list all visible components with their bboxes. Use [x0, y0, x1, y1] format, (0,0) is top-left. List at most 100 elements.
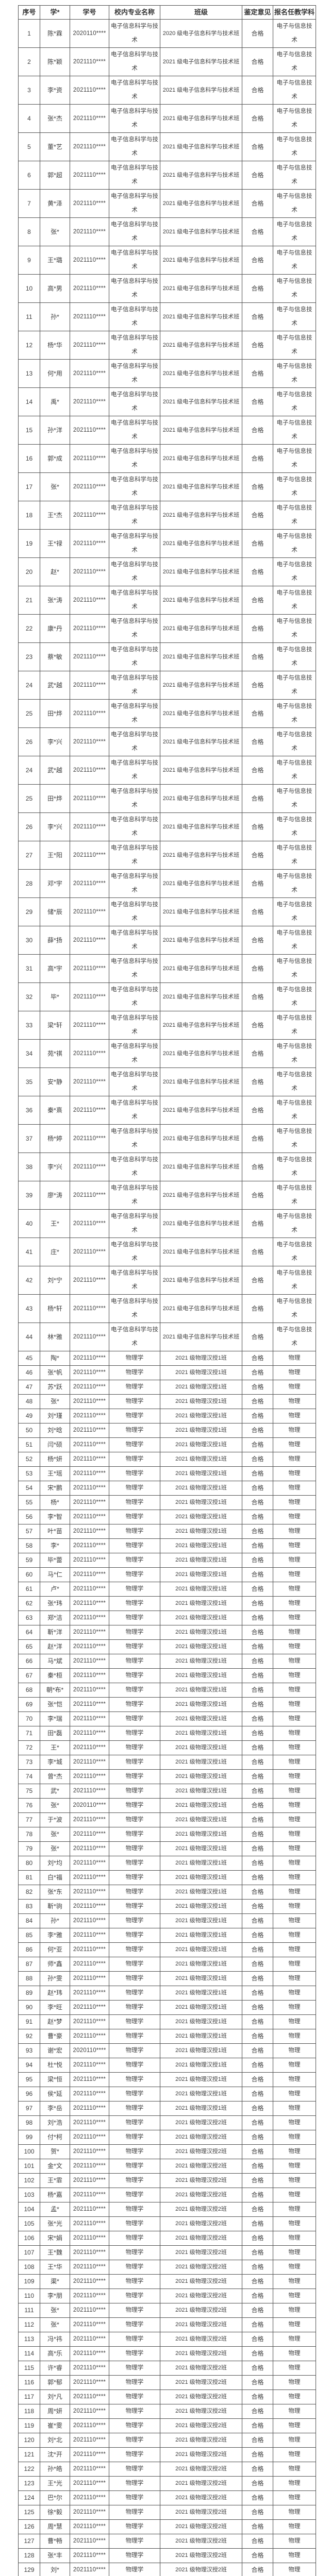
- cell-class: 2021 级物理汉授1班: [160, 1553, 242, 1568]
- cell-major: 电子信息科学与技术: [109, 1181, 160, 1210]
- cell-subject: 物理: [273, 1611, 316, 1625]
- cell-subject: 物理: [273, 1683, 316, 1698]
- cell-name: 刘*: [40, 2563, 70, 2576]
- cell-major: 电子信息科学与技术: [109, 1096, 160, 1125]
- cell-index: 66: [18, 1654, 40, 1669]
- cell-name: 李*兴: [40, 727, 70, 756]
- cell-subject: 物理: [273, 1697, 316, 1712]
- cell-major: 物理学: [109, 1957, 160, 1972]
- cell-student-id: 2021110****: [70, 1510, 109, 1524]
- cell-subject: 物理: [273, 1596, 316, 1611]
- cell-subject: 物理: [273, 1510, 316, 1524]
- cell-name: 王*璐: [40, 246, 70, 275]
- table-row: 20 赵* 2021110**** 电子信息科学与技术 2021 级电子信息科学与技术班…: [18, 557, 316, 586]
- cell-name: 储*辰: [40, 897, 70, 926]
- cell-subject: 物理: [273, 2087, 316, 2102]
- cell-assessment: 合格: [242, 161, 273, 190]
- cell-name: 陈*霖: [40, 19, 70, 48]
- cell-index: 60: [18, 1567, 40, 1582]
- table-row: 30 薛*扬 2021110**** 电子信息科学与技术 2021 级电子信息科学与技术…: [18, 926, 316, 955]
- cell-index: 28: [18, 869, 40, 898]
- cell-name: 周*妍: [40, 2404, 70, 2419]
- cell-index: 1: [18, 19, 40, 48]
- cell-student-id: 2021110****: [70, 1096, 109, 1125]
- cell-class: 2021 级电子信息科学与技术班: [160, 727, 242, 756]
- cell-index: 31: [18, 954, 40, 983]
- cell-subject: 物理: [273, 1639, 316, 1654]
- cell-student-id: 2021110****: [70, 1553, 109, 1568]
- table-row: 68 朝*布* 2021110**** 物理学 2021 级物理汉授1班 合格 物理: [18, 1683, 316, 1698]
- cell-index: 90: [18, 2000, 40, 2015]
- cell-index: 61: [18, 1582, 40, 1597]
- cell-subject: 物理: [273, 1885, 316, 1900]
- cell-student-id: 2021110****: [70, 812, 109, 841]
- cell-student-id: 2021110****: [70, 2159, 109, 2174]
- cell-student-id: 2021110****: [70, 926, 109, 955]
- cell-name: 谢*宏: [40, 2043, 70, 2058]
- table-row: 19 王*禄 2021110**** 电子信息科学与技术 2021 级电子信息科学与技术…: [18, 529, 316, 558]
- cell-class: 2021 级电子信息科学与技术班: [160, 274, 242, 303]
- cell-index: 111: [18, 2303, 40, 2318]
- cell-class: 2021 级物理汉授1班: [160, 1942, 242, 1957]
- cell-name: 刘*瑾: [40, 1409, 70, 1423]
- cell-subject: 物理: [273, 1365, 316, 1380]
- table-row: 53 王*瑶 2021110**** 物理学 2021 级物理汉授1班 合格 物理: [18, 1466, 316, 1481]
- table-row: 115 许*睿 2021110**** 物理学 2021 级物理汉授2班 合格 物理: [18, 2361, 316, 2376]
- table-row: 73 李*城 2021110**** 物理学 2021 级物理汉授1班 合格 物理: [18, 1755, 316, 1770]
- cell-major: 物理学: [109, 2317, 160, 2332]
- cell-index: 26: [18, 812, 40, 841]
- cell-class: 2021 级物理汉授1班: [160, 1495, 242, 1510]
- cell-major: 物理学: [109, 2058, 160, 2073]
- cell-student-id: 2021110****: [70, 76, 109, 105]
- cell-assessment: 合格: [242, 2389, 273, 2404]
- cell-class: 2021 级物理汉授2班: [160, 2274, 242, 2289]
- cell-index: 89: [18, 1986, 40, 2001]
- cell-class: 2021 级物理汉授2班: [160, 2159, 242, 2174]
- cell-class: 2021 级物理汉授1班: [160, 1726, 242, 1741]
- cell-subject: 电子与信息技术: [273, 331, 316, 360]
- table-row: 26 李*兴 2021110**** 电子信息科学与技术 2021 级电子信息科学与技术…: [18, 727, 316, 756]
- cell-class: 2021 级物理汉授2班: [160, 2447, 242, 2462]
- cell-name: 孙*皓: [40, 2462, 70, 2477]
- cell-student-id: 2021110****: [70, 1625, 109, 1640]
- table-row: 13 何*用 2021110**** 电子信息科学与技术 2021 级电子信息科学与技术…: [18, 359, 316, 388]
- cell-class: 2021 级电子信息科学与技术班: [160, 1294, 242, 1323]
- cell-assessment: 合格: [242, 1452, 273, 1467]
- cell-index: 125: [18, 2505, 40, 2520]
- cell-class: 2021 级电子信息科学与技术班: [160, 529, 242, 558]
- table-row: 80 刘*均 2021110**** 物理学 2021 级物理汉授1班 合格 物理: [18, 1856, 316, 1871]
- cell-name: 张*: [40, 2317, 70, 2332]
- cell-student-id: 2021110****: [70, 1423, 109, 1438]
- cell-student-id: 2021110****: [70, 1856, 109, 1871]
- cell-index: 12: [18, 331, 40, 360]
- cell-major: 物理学: [109, 1481, 160, 1496]
- cell-student-id: 2021110****: [70, 1067, 109, 1096]
- cell-index: 100: [18, 2144, 40, 2159]
- cell-subject: 物理: [273, 1913, 316, 1928]
- cell-class: 2021 级物理汉授1班: [160, 2101, 242, 2116]
- cell-assessment: 合格: [242, 2519, 273, 2534]
- cell-assessment: 合格: [242, 2289, 273, 2303]
- cell-subject: 电子与信息技术: [273, 756, 316, 785]
- cell-index: 36: [18, 1096, 40, 1125]
- cell-major: 物理学: [109, 2202, 160, 2217]
- cell-student-id: 2021110****: [70, 1437, 109, 1452]
- cell-assessment: 合格: [242, 699, 273, 728]
- cell-class: 2021 级物理汉授1班: [160, 1510, 242, 1524]
- cell-index: 37: [18, 1124, 40, 1153]
- cell-assessment: 合格: [242, 1942, 273, 1957]
- cell-student-id: 2021110****: [70, 1124, 109, 1153]
- cell-subject: 物理: [273, 1524, 316, 1539]
- cell-class: 2021 级物理汉授1班: [160, 1812, 242, 1827]
- cell-major: 物理学: [109, 1726, 160, 1741]
- table-row: 109 渠* 2021110**** 物理学 2021 级物理汉授2班 合格 物理: [18, 2274, 316, 2289]
- cell-subject: 物理: [273, 1726, 316, 1741]
- cell-major: 物理学: [109, 1711, 160, 1726]
- cell-major: 物理学: [109, 2101, 160, 2116]
- cell-student-id: 2021110****: [70, 1452, 109, 1467]
- table-row: 54 宋*鹏 2021110**** 物理学 2021 级物理汉授1班 合格 物理: [18, 1481, 316, 1496]
- cell-name: 张*: [40, 217, 70, 246]
- cell-class: 2021 级电子信息科学与技术班: [160, 444, 242, 473]
- table-row: 8 张* 2021110**** 电子信息科学与技术 2021 级电子信息科学与技术班合…: [18, 217, 316, 246]
- cell-index: 108: [18, 2260, 40, 2275]
